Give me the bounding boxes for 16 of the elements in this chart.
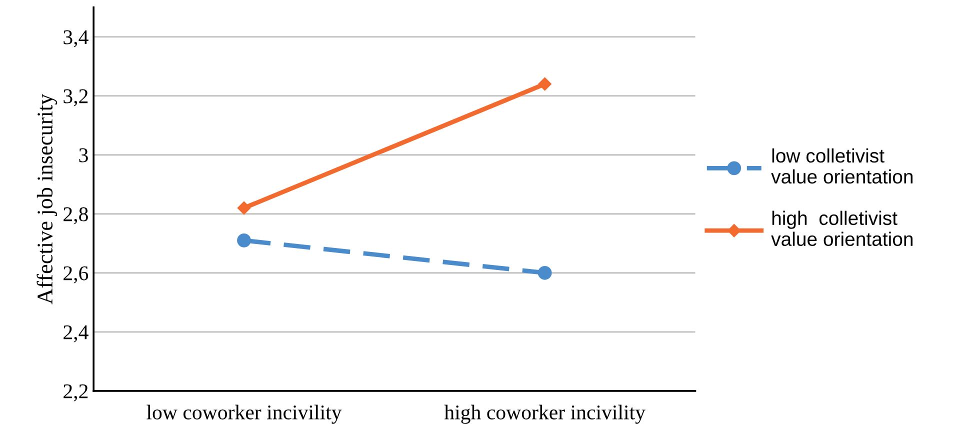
point: [237, 201, 251, 215]
legend-label: low colletivist value orientation: [771, 148, 912, 184]
y-axis-title: Affective job insecurity: [36, 94, 58, 304]
y-tick-label: 2,6: [64, 266, 88, 284]
point: [237, 233, 251, 248]
y-tick-label: 3: [79, 148, 88, 162]
x-tick-label: high coworker incivility: [444, 404, 646, 424]
y-tick-label: 3,2: [64, 89, 88, 106]
y-tick-label: 3,4: [64, 30, 88, 48]
point: [538, 266, 552, 280]
y-tick-label: 2,8: [64, 207, 88, 224]
x-tick-label: low coworker incivility: [146, 404, 342, 424]
y-tick-label: 2,2: [64, 384, 88, 402]
y-tick-label: 2,4: [64, 325, 88, 342]
point: [538, 77, 552, 91]
legend-label: high colletivist value orientation: [771, 210, 912, 246]
